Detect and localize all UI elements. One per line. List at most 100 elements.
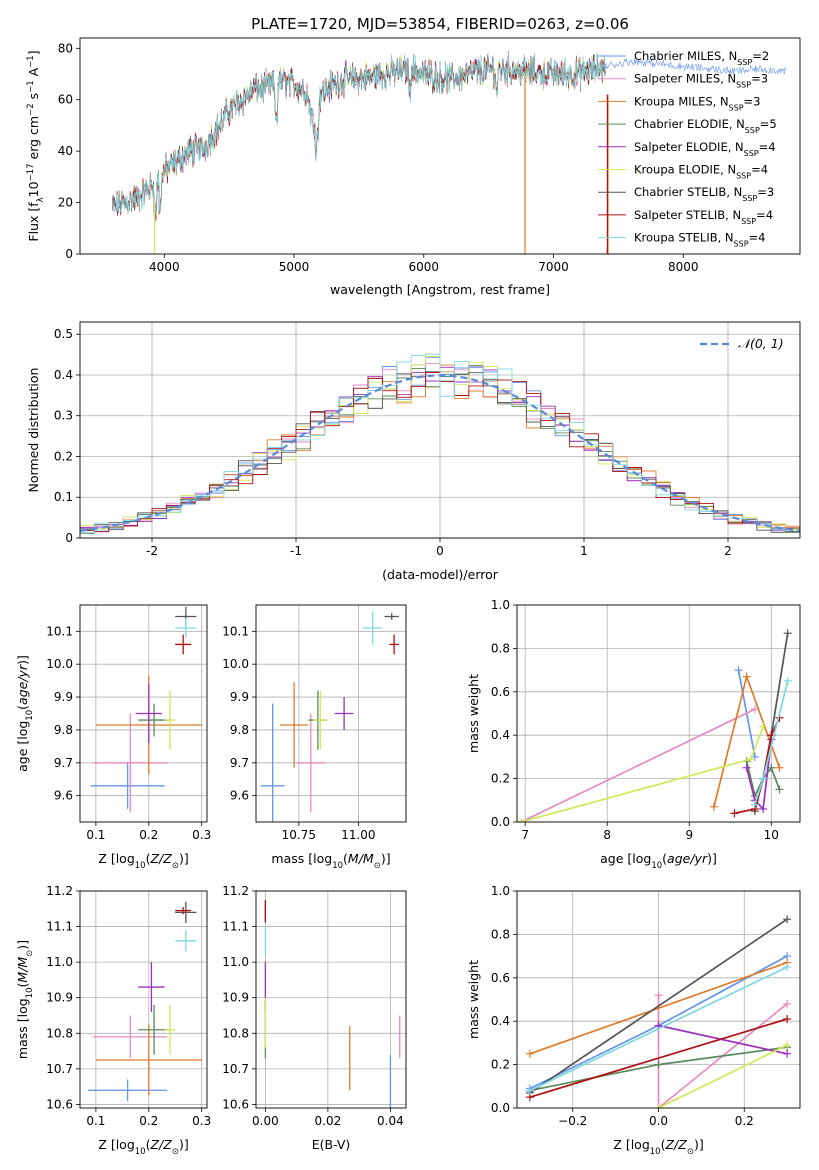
label-part: =4: [751, 163, 768, 177]
error-bar-point: [175, 930, 197, 952]
label-part: age [log: [600, 851, 651, 866]
label-part: Salpeter ELODIE, N: [634, 140, 744, 154]
weight_age-axes: 7 8 9 10 0.0 0.2 0.4 0.6 0.8 1.0: [491, 598, 800, 842]
label-part: =4: [749, 231, 766, 245]
y-tick-label: 10.0: [222, 657, 249, 671]
label-part: ⊙: [374, 861, 381, 871]
label-part: Z/Z: [664, 1137, 687, 1152]
weight_z-xlabel: Z [log10(Z/Z⊙)]: [613, 1137, 703, 1157]
label-part: Z/Z: [149, 1137, 172, 1152]
label-part: 10: [651, 861, 662, 871]
y-tick-label: 0: [65, 531, 73, 545]
mass_ebv-xlabel: E(B-V): [312, 1137, 351, 1152]
error-bar-point: [135, 683, 163, 744]
y-tick-label: 0.2: [491, 1058, 510, 1072]
label-part: s: [26, 93, 41, 104]
x-tick-label: 0.1: [86, 1114, 105, 1128]
y-tick-label: 0.0: [491, 815, 510, 829]
weight-line: [529, 966, 788, 1092]
label-part: =3: [751, 72, 768, 86]
spectrum-line: [112, 52, 606, 228]
label-part: SSP: [736, 171, 751, 180]
label-part: =2: [752, 49, 769, 63]
residuals-ylabel: Normed distribution: [26, 368, 41, 493]
y-tick-label: 10.8: [222, 1026, 249, 1040]
label-part: age [log: [15, 721, 30, 772]
y-tick-label: 9.7: [230, 756, 249, 770]
label-part: (: [146, 1137, 151, 1152]
label-part: SSP: [745, 126, 760, 135]
label-part: 10: [26, 181, 41, 197]
legend-label: 𝒩(0, 1): [738, 336, 784, 351]
label-part: SSP: [734, 239, 749, 248]
y-tick-label: 0.8: [491, 927, 510, 941]
mass_z-frame: [79, 890, 208, 1109]
y-tick-label: 11.1: [46, 920, 73, 934]
label-part: 10: [650, 1147, 661, 1157]
label-part: (: [661, 1137, 666, 1152]
mass_z-ylabel: mass [log10(M/M⊙)]: [15, 940, 35, 1059]
label-part: (: [343, 851, 348, 866]
legend-label: Kroupa MILES, NSSP=3: [634, 94, 760, 112]
label-part: Chabrier ELODIE, N: [634, 117, 745, 131]
x-tick-label: 1: [580, 544, 588, 558]
label-part: )]: [15, 940, 30, 950]
label-part: =5: [760, 117, 777, 131]
label-part: Salpeter MILES, N: [634, 72, 736, 86]
y-tick-label: 9.9: [54, 690, 73, 704]
label-part: Kroupa MILES, N: [634, 94, 729, 108]
weight_z-frame: [516, 890, 801, 1109]
label-part: =4: [759, 140, 776, 154]
label-part: Z [log: [98, 851, 134, 866]
legend-label: Salpeter ELODIE, NSSP=4: [634, 140, 776, 158]
weight-line: [529, 918, 788, 1094]
legend-label: Chabrier ELODIE, NSSP=5: [634, 117, 777, 135]
x-tick-label: -1: [290, 544, 302, 558]
label-part: 10: [25, 710, 35, 721]
label-part: erg cm: [26, 116, 41, 164]
label-part: Chabrier MILES, N: [634, 49, 737, 63]
y-tick-label: 0.4: [491, 728, 510, 742]
weight-line: [520, 726, 764, 822]
y-tick-label: 0.1: [54, 490, 73, 504]
error-bar-point: [384, 613, 399, 620]
y-tick-label: 11.2: [46, 884, 73, 898]
gaussian-curve: [80, 374, 800, 532]
label-part: (: [662, 851, 667, 866]
y-tick-label: 10.9: [222, 991, 249, 1005]
error-bar-point: [93, 1015, 168, 1059]
weight_z-ylabel: mass weight: [466, 960, 481, 1039]
x-tick-label: 0: [436, 544, 444, 558]
x-tick-label: 9: [685, 828, 693, 842]
label-part: −1: [26, 80, 36, 93]
y-tick-label: 9.9: [230, 690, 249, 704]
y-tick-label: 10.7: [222, 1062, 249, 1076]
label-part: SSP: [742, 194, 757, 203]
error-bar-point: [93, 713, 168, 813]
y-tick-label: 11.1: [222, 920, 249, 934]
label-part: ]: [26, 50, 41, 55]
label-part: M/M: [348, 851, 374, 866]
spectrum-ylabel: Flux [fλ10−17 erg cm−2 s−1 A−1]: [26, 50, 46, 241]
legend-label: Kroupa STELIB, NSSP=4: [634, 231, 765, 249]
label-part: mass [log: [15, 998, 30, 1059]
spectrum-axes: 4000 5000 6000 7000 8000 0 20 40 60 80: [58, 41, 699, 274]
legend-label: Kroupa ELODIE, NSSP=4: [634, 163, 768, 181]
legend-label: Salpeter MILES, NSSP=3: [634, 72, 768, 90]
age_mass-xlabel: mass [log10(M/M⊙)]: [271, 851, 390, 871]
label-part: −2: [26, 103, 36, 116]
label-part: ⊙: [25, 950, 35, 957]
y-tick-label: 10.6: [46, 1097, 73, 1111]
weight-line: [658, 1044, 788, 1108]
x-tick-label: 0.02: [315, 1114, 342, 1128]
error-bar-point: [175, 901, 197, 924]
label-part: Z/Z: [149, 851, 172, 866]
y-tick-label: 0.8: [491, 641, 510, 655]
error-bar-point: [95, 1024, 202, 1096]
y-tick-label: 9.7: [54, 756, 73, 770]
x-tick-label: 2: [724, 544, 732, 558]
mass_ebv-frame: [255, 890, 407, 1109]
x-tick-label: 0.0: [649, 1114, 668, 1128]
label-part: SSP: [729, 103, 744, 112]
x-tick-label: 4000: [149, 260, 180, 274]
